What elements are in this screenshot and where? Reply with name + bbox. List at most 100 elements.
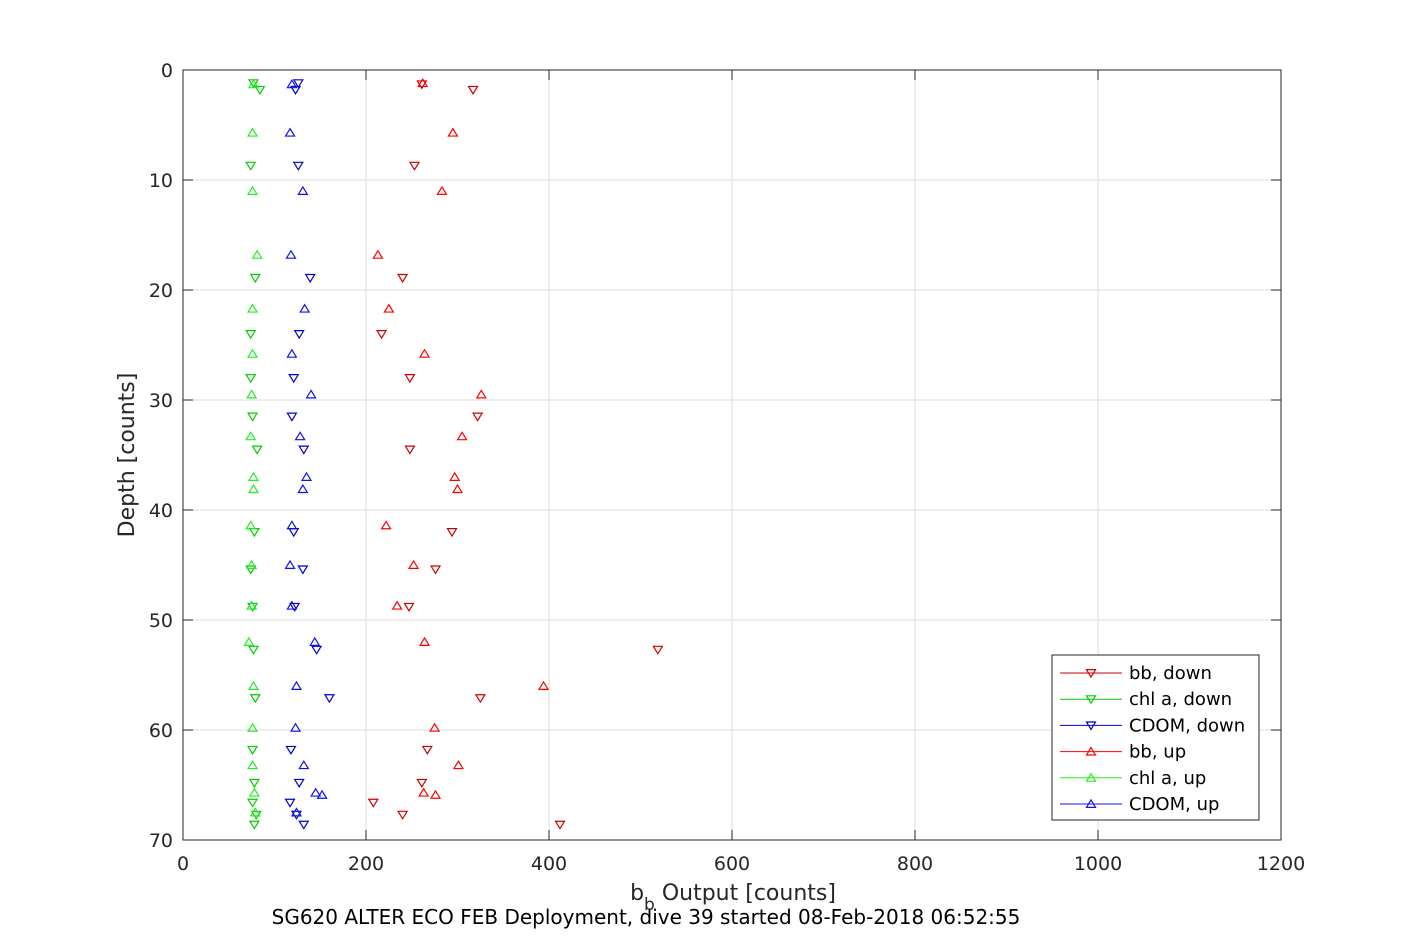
data-point: [403, 602, 415, 613]
legend-item: chl a, down: [1060, 689, 1232, 710]
data-point: [292, 79, 304, 89]
data-point: [286, 348, 298, 358]
data-point: [383, 303, 395, 313]
data-point: [300, 471, 313, 481]
data-point: [247, 680, 260, 690]
data-point: [404, 445, 416, 455]
series-bb-up: [372, 77, 550, 799]
data-point: [299, 303, 311, 313]
data-point: [246, 348, 259, 358]
data-point: [248, 787, 260, 797]
data-point: [297, 185, 309, 195]
data-point: [447, 127, 459, 137]
data-point: [250, 810, 262, 820]
x-tick-label: 200: [348, 853, 384, 875]
data-point: [248, 528, 260, 538]
data-point: [248, 820, 260, 830]
data-point: [472, 412, 484, 422]
data-point: [298, 759, 310, 770]
data-point: [537, 680, 550, 690]
data-point: [311, 645, 323, 655]
data-point: [286, 412, 298, 422]
legend-label: bb, up: [1129, 742, 1186, 763]
data-point: [305, 389, 317, 399]
x-tick-label: 800: [897, 853, 933, 875]
data-point: [246, 722, 259, 732]
data-point: [416, 778, 428, 789]
series-chl-a-up: [243, 79, 263, 817]
data-point: [246, 303, 259, 313]
data-point: [408, 559, 420, 569]
data-point: [246, 759, 259, 770]
y-tick-label: 70: [149, 830, 173, 852]
data-point: [294, 431, 306, 441]
data-point: [247, 483, 260, 494]
data-point: [246, 185, 259, 195]
data-point: [246, 745, 259, 756]
legend-item: bb, up: [1060, 742, 1186, 763]
data-point: [554, 820, 566, 830]
legend-label: CDOM, up: [1129, 794, 1219, 815]
data-point: [429, 789, 442, 799]
data-point: [298, 445, 310, 455]
data-point: [246, 559, 258, 569]
data-point: [297, 483, 309, 494]
data-point: [293, 330, 305, 340]
y-tick-label: 20: [149, 280, 173, 302]
data-point: [397, 810, 409, 820]
series-bb-down: [367, 80, 664, 830]
data-point: [245, 565, 257, 575]
data-point: [316, 789, 328, 799]
data-point: [245, 161, 257, 171]
y-axis-label: Depth [counts]: [115, 373, 140, 538]
x-axis-label-main: b: [630, 881, 644, 906]
data-point: [451, 483, 464, 494]
x-tick-label: 0: [177, 853, 189, 875]
data-point: [284, 127, 296, 137]
legend-label: CDOM, down: [1129, 715, 1245, 736]
data-point: [284, 798, 296, 808]
data-point: [247, 645, 260, 655]
legend-marker: [1085, 746, 1097, 756]
data-point: [246, 600, 258, 610]
data-point: [246, 798, 259, 808]
legend-box: [1051, 654, 1260, 821]
y-tick-label: 10: [149, 170, 173, 192]
data-point: [293, 778, 305, 789]
legend-marker: [1085, 669, 1097, 679]
y-tick-label: 60: [149, 720, 173, 742]
legend-item: CDOM, down: [1060, 715, 1245, 736]
data-point: [429, 565, 442, 575]
data-point: [418, 787, 430, 797]
y-tick-label: 0: [161, 60, 173, 82]
data-point: [375, 330, 388, 340]
data-point: [288, 528, 300, 538]
data-point: [289, 722, 302, 732]
y-tick-label: 30: [149, 390, 173, 412]
data-point: [285, 249, 297, 259]
data-point: [245, 431, 257, 441]
data-point: [397, 273, 409, 284]
x-axis-label-subscript: b: [644, 895, 655, 915]
data-point: [289, 602, 301, 613]
data-point: [245, 330, 257, 340]
data-point: [418, 348, 431, 358]
legend-item: chl a, up: [1060, 768, 1206, 789]
x-tick-label: 1000: [1074, 853, 1122, 875]
data-point: [408, 161, 421, 171]
x-axis-label-rest: Output [counts]: [655, 881, 836, 906]
series-cdom-up: [284, 79, 328, 817]
data-point: [251, 249, 263, 259]
data-point: [245, 374, 257, 384]
data-point: [417, 77, 429, 88]
data-point: [286, 520, 298, 530]
data-point: [254, 85, 266, 96]
data-point: [475, 389, 487, 399]
data-point: [249, 694, 261, 704]
data-point: [249, 273, 261, 284]
data-point: [452, 759, 464, 770]
x-axis-label: bb Output [counts]: [630, 881, 836, 915]
data-point: [249, 807, 261, 817]
legend-items: bb, down chl a, down CDOM, down bb, up chl a…: [1060, 663, 1245, 815]
